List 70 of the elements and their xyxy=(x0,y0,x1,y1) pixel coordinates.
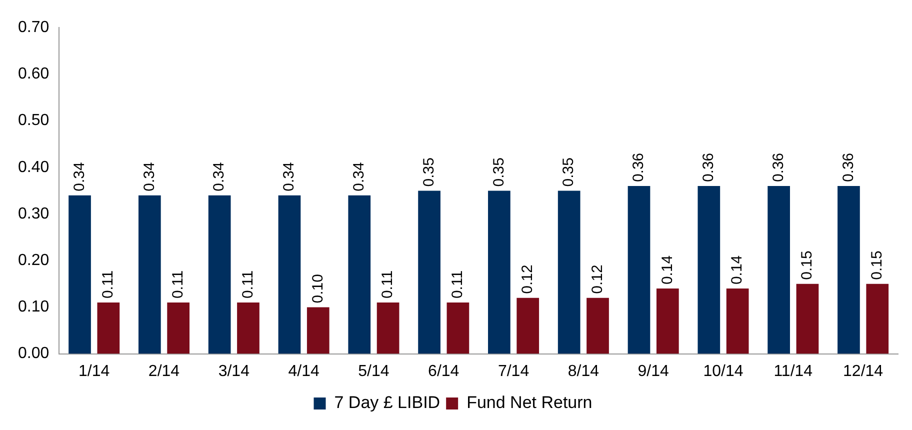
bar xyxy=(138,195,161,354)
x-tick-label: 2/14 xyxy=(148,362,180,380)
y-tick-label: 0.00 xyxy=(18,345,50,362)
x-tick-label: 10/14 xyxy=(703,362,744,380)
bar xyxy=(768,186,790,354)
data-label: 0.34 xyxy=(210,162,228,192)
data-label: 0.12 xyxy=(588,264,606,294)
legend-label: Fund Net Return xyxy=(466,393,592,412)
bar xyxy=(796,284,819,354)
data-label: 0.36 xyxy=(840,152,857,182)
y-tick-label: 0.30 xyxy=(18,205,50,222)
y-tick-label: 0.60 xyxy=(18,66,50,83)
data-label: 0.11 xyxy=(239,270,256,299)
x-tick-label: 5/14 xyxy=(358,362,390,380)
bar xyxy=(446,302,470,354)
bar xyxy=(97,302,120,354)
data-label: 0.36 xyxy=(700,152,718,182)
data-label: 0.34 xyxy=(350,162,368,192)
bar xyxy=(418,190,440,354)
data-label: 0.35 xyxy=(490,157,508,187)
bar xyxy=(306,307,330,354)
bar xyxy=(516,298,540,354)
data-label: 0.14 xyxy=(728,255,746,285)
x-tick-label: 12/14 xyxy=(843,362,884,380)
bar xyxy=(838,186,860,354)
data-label: 0.34 xyxy=(280,162,298,192)
data-label: 0.34 xyxy=(70,162,88,192)
x-tick-label: 8/14 xyxy=(568,362,600,380)
y-tick-label: 0.70 xyxy=(18,19,50,36)
x-tick-label: 6/14 xyxy=(428,362,460,380)
x-tick-label: 7/14 xyxy=(498,362,530,380)
legend-label: 7 Day £ LIBID xyxy=(334,393,440,412)
data-label: 0.11 xyxy=(169,270,186,299)
y-tick-label: 0.20 xyxy=(18,252,50,270)
data-label: 0.15 xyxy=(868,250,886,280)
data-label: 0.11 xyxy=(379,270,396,299)
data-label: 0.11 xyxy=(449,270,466,299)
y-tick-label: 0.10 xyxy=(18,298,50,316)
x-tick-label: 9/14 xyxy=(638,362,670,380)
data-label: 0.12 xyxy=(518,264,536,294)
bar xyxy=(278,195,301,354)
bar xyxy=(348,195,371,354)
data-label: 0.35 xyxy=(420,157,438,187)
bar xyxy=(488,190,510,354)
bar xyxy=(558,190,580,354)
bar xyxy=(208,195,231,354)
data-label: 0.11 xyxy=(100,270,117,299)
bar xyxy=(167,302,190,354)
data-label: 0.10 xyxy=(309,274,326,304)
bar xyxy=(237,302,260,354)
bar xyxy=(68,195,91,354)
data-label: 0.14 xyxy=(658,255,676,285)
y-tick-label: 0.50 xyxy=(18,112,50,130)
x-tick-label: 1/14 xyxy=(78,362,110,380)
data-label: 0.34 xyxy=(140,162,158,192)
data-label: 0.36 xyxy=(630,152,648,182)
bar xyxy=(866,284,889,354)
x-tick-label: 3/14 xyxy=(218,362,250,380)
x-tick-label: 11/14 xyxy=(774,362,813,380)
bar xyxy=(628,186,650,354)
bar xyxy=(698,186,720,354)
data-label: 0.36 xyxy=(770,152,787,182)
y-tick-label: 0.40 xyxy=(18,158,50,176)
bar xyxy=(376,302,400,354)
bar xyxy=(586,298,609,354)
x-tick-label: 4/14 xyxy=(288,362,320,380)
data-label: 0.15 xyxy=(798,250,816,280)
bar xyxy=(656,288,679,354)
data-label: 0.35 xyxy=(560,157,578,187)
bar xyxy=(726,288,749,354)
